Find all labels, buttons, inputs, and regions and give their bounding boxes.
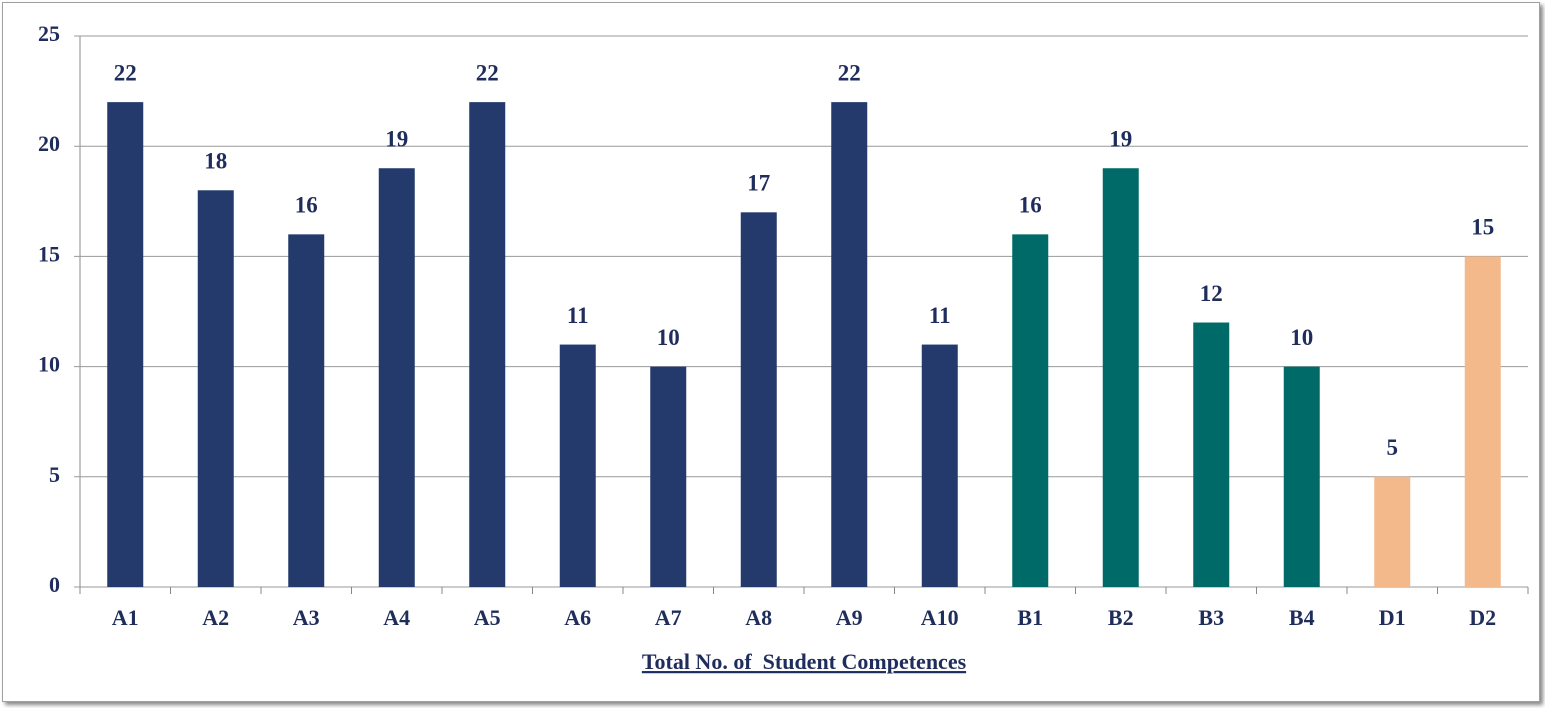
x-tick-label: B1 (1017, 605, 1043, 630)
bar (288, 234, 325, 588)
bar (1374, 476, 1411, 587)
x-tick-label: A6 (564, 605, 591, 630)
y-tick-label: 20 (38, 131, 60, 156)
x-tick-label: A4 (383, 605, 410, 630)
x-tick-label: D1 (1379, 605, 1406, 630)
x-tick-label: B4 (1289, 605, 1315, 630)
y-tick-label: 25 (38, 21, 60, 46)
x-axis-title: Total No. of Student Competences (642, 649, 967, 674)
bar (378, 168, 415, 588)
data-label: 19 (385, 127, 408, 152)
data-label: 16 (295, 193, 318, 218)
data-label: 11 (567, 303, 589, 328)
x-tick-label: A10 (921, 605, 959, 630)
x-tick-label: B2 (1108, 605, 1134, 630)
data-label: 10 (657, 325, 680, 350)
bar (559, 344, 596, 587)
bar (921, 344, 958, 587)
data-label: 19 (1109, 127, 1132, 152)
bar (1464, 256, 1501, 587)
bar (1193, 322, 1230, 587)
x-tick-label: A9 (836, 605, 863, 630)
data-label: 5 (1387, 435, 1399, 460)
x-tick-label: A5 (474, 605, 501, 630)
data-label: 16 (1019, 193, 1042, 218)
data-label: 22 (838, 60, 861, 85)
data-label: 18 (204, 149, 227, 174)
x-tick-label: A2 (202, 605, 229, 630)
data-label: 22 (476, 60, 499, 85)
y-tick-label: 0 (49, 572, 60, 597)
data-label: 22 (114, 60, 137, 85)
bar (469, 102, 506, 588)
x-tick-label: B3 (1198, 605, 1224, 630)
bar (831, 102, 868, 588)
y-tick-label: 5 (49, 462, 60, 487)
x-tick-label: A1 (112, 605, 139, 630)
data-label: 11 (929, 303, 951, 328)
x-tick-label: D2 (1469, 605, 1496, 630)
y-tick-label: 10 (38, 352, 60, 377)
bar (1283, 366, 1320, 587)
bar (650, 366, 687, 587)
x-tick-label: A3 (293, 605, 320, 630)
y-tick-label: 15 (38, 241, 60, 266)
x-tick-label: A7 (655, 605, 682, 630)
data-label: 17 (747, 171, 770, 196)
bar (1012, 234, 1049, 588)
bar (740, 212, 777, 587)
x-tick-label: A8 (745, 605, 772, 630)
data-label: 10 (1290, 325, 1313, 350)
bar (197, 190, 234, 587)
data-label: 15 (1471, 215, 1494, 240)
bar (107, 102, 144, 588)
data-label: 12 (1200, 281, 1223, 306)
bar (1102, 168, 1139, 588)
